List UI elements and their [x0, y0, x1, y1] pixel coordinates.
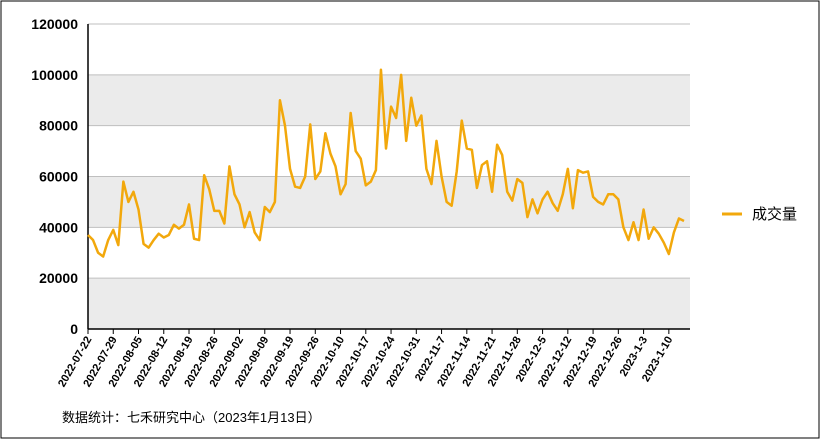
y-tick-label: 100000 [31, 67, 78, 83]
y-tick-label: 80000 [39, 118, 78, 134]
y-tick-label: 0 [70, 321, 78, 337]
y-tick-label: 120000 [31, 16, 78, 32]
legend-label: 成交量 [752, 205, 797, 223]
footnote: 数据统计：七禾研究中心（2023年1月13日） [62, 410, 321, 425]
y-tick-label: 20000 [39, 270, 78, 286]
series-line [87, 68, 685, 258]
y-tick-label: 40000 [39, 219, 78, 235]
y-tick-label: 60000 [39, 169, 78, 185]
grid-band [88, 278, 690, 329]
